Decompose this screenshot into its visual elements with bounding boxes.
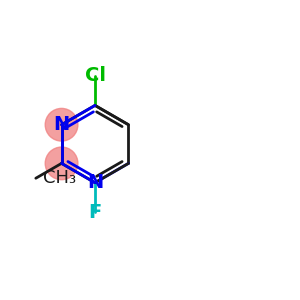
Circle shape (45, 147, 78, 180)
Text: F: F (88, 203, 102, 222)
Text: N: N (87, 173, 103, 192)
Circle shape (45, 108, 78, 141)
Text: N: N (53, 115, 70, 134)
Text: CH₃: CH₃ (43, 169, 76, 187)
Text: Cl: Cl (85, 66, 106, 85)
